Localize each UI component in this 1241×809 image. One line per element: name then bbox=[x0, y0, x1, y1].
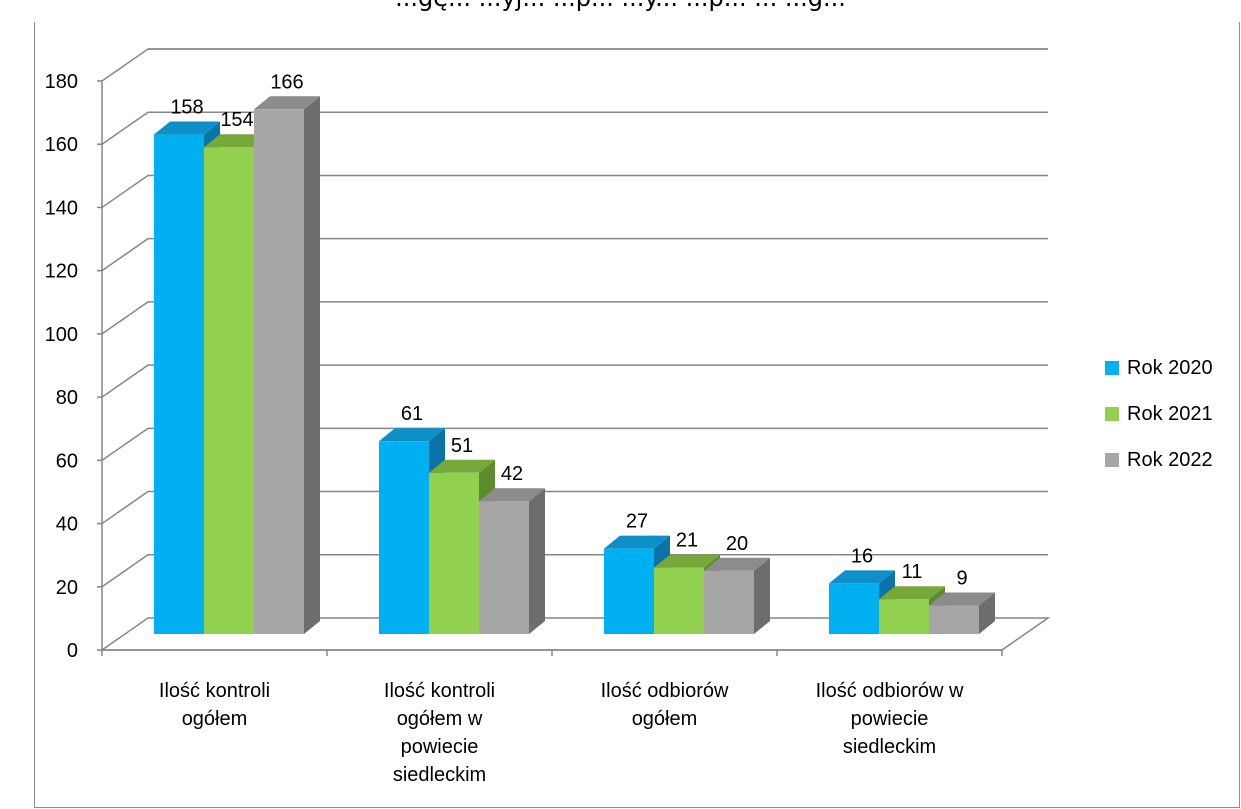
bars bbox=[154, 96, 995, 635]
x-category-label-line: Ilość kontroli bbox=[384, 680, 495, 702]
bar-top bbox=[929, 592, 995, 606]
data-label: 51 bbox=[451, 435, 473, 457]
data-label: 21 bbox=[676, 530, 698, 552]
data-label: 11 bbox=[902, 561, 923, 583]
y-tick-label: 60 bbox=[56, 450, 78, 472]
bar-top bbox=[604, 535, 670, 549]
legend-swatch-2022 bbox=[1105, 453, 1119, 467]
bar-side bbox=[754, 557, 770, 634]
y-tick-label: 140 bbox=[45, 197, 78, 219]
bar-top bbox=[254, 96, 320, 110]
bar-front bbox=[929, 605, 979, 634]
x-category-label-line: ogółem w bbox=[397, 708, 483, 730]
x-category-label-line: siedleckim bbox=[843, 736, 936, 758]
gridline bbox=[101, 174, 1048, 209]
x-category-label-line: powiecie bbox=[851, 708, 929, 730]
bar-top bbox=[654, 554, 720, 568]
data-label: 20 bbox=[726, 533, 748, 555]
bar-front bbox=[704, 570, 754, 634]
bar-front bbox=[429, 472, 479, 634]
bar-front bbox=[204, 147, 254, 634]
bar-top bbox=[479, 488, 545, 502]
bar-front bbox=[254, 109, 304, 634]
chart-frame bbox=[34, 22, 1240, 808]
y-tick-label: 180 bbox=[45, 71, 78, 93]
data-label: 166 bbox=[270, 71, 303, 93]
x-category-label: Ilość odbiorów w powiecie siedleckim bbox=[816, 680, 964, 758]
bar-front bbox=[479, 501, 529, 634]
data-label: 42 bbox=[501, 463, 523, 485]
data-label: 158 bbox=[170, 97, 203, 119]
bar-front bbox=[379, 441, 429, 634]
gridline bbox=[101, 554, 1048, 588]
bar-side bbox=[304, 96, 320, 634]
data-label: 27 bbox=[626, 511, 648, 533]
bar-top bbox=[379, 428, 445, 442]
bar-top bbox=[429, 459, 495, 473]
gridlines bbox=[101, 48, 1048, 588]
data-label: 61 bbox=[401, 403, 423, 425]
page-title: ...gę... ...yj... ...p... ...y... ...p..… bbox=[0, 0, 1241, 12]
data-label: 16 bbox=[851, 545, 873, 567]
bar-front bbox=[879, 599, 929, 634]
bar-front bbox=[829, 583, 879, 634]
bar bbox=[254, 96, 320, 634]
y-tick-label: 20 bbox=[56, 577, 78, 599]
x-category-label-line: Ilość odbiorów bbox=[601, 680, 729, 702]
gridline bbox=[101, 237, 1048, 272]
gridline bbox=[101, 48, 1048, 82]
data-label: 9 bbox=[956, 568, 967, 590]
x-category-label-line: Ilość odbiorów w bbox=[816, 680, 964, 702]
bar-top bbox=[829, 570, 895, 584]
gridline bbox=[101, 364, 1048, 398]
legend-label-2021: Rok 2021 bbox=[1127, 403, 1213, 425]
legend-swatch-2020 bbox=[1105, 361, 1119, 375]
x-category-label-line: powiecie bbox=[401, 736, 479, 758]
gridline bbox=[101, 490, 1048, 525]
bar-front bbox=[154, 134, 204, 635]
legend-label-2020: Rok 2020 bbox=[1127, 357, 1213, 379]
bar-top bbox=[879, 586, 945, 600]
data-labels: 158 154 166 61 51 42 27 21 20 16 11 9 bbox=[170, 71, 967, 589]
x-category-label: Ilość odbiorów ogółem bbox=[601, 680, 729, 730]
bar-top bbox=[704, 557, 770, 571]
y-tick-label: 120 bbox=[45, 261, 78, 283]
y-tick-label: 40 bbox=[56, 514, 78, 536]
bar-top bbox=[154, 121, 220, 135]
gridline bbox=[101, 427, 1048, 461]
bar-front bbox=[654, 567, 704, 634]
x-category-label: Ilość kontroli ogółem bbox=[159, 680, 270, 730]
gridline bbox=[101, 111, 1048, 145]
bar-top bbox=[204, 134, 270, 148]
axes: 0 20 40 60 80 100 120 140 160 180 Ilość kontroli og… bbox=[45, 71, 1003, 786]
bar bbox=[704, 557, 770, 634]
data-label: 154 bbox=[220, 109, 253, 131]
x-category-label-line: siedleckim bbox=[393, 764, 486, 786]
gridline bbox=[101, 301, 1048, 335]
bar bbox=[479, 488, 545, 634]
bar-front bbox=[604, 548, 654, 634]
x-category-label: Ilość kontroli ogółem w powiecie siedleckim bbox=[384, 680, 495, 786]
x-category-label-line: ogółem bbox=[632, 708, 698, 730]
x-category-label-line: ogółem bbox=[182, 708, 248, 730]
bar-side bbox=[529, 488, 545, 634]
y-tick-label: 100 bbox=[45, 324, 78, 346]
y-tick-label: 0 bbox=[67, 640, 78, 662]
x-category-label-line: Ilość kontroli bbox=[159, 680, 270, 702]
title-strip: ...gę... ...yj... ...p... ...y... ...p..… bbox=[0, 0, 1241, 22]
bar bbox=[929, 592, 995, 634]
bar-side bbox=[979, 592, 995, 634]
legend-swatch-2021 bbox=[1105, 407, 1119, 421]
y-tick-label: 80 bbox=[56, 387, 78, 409]
y-tick-label: 160 bbox=[45, 134, 78, 156]
legend-label-2022: Rok 2022 bbox=[1127, 449, 1213, 471]
